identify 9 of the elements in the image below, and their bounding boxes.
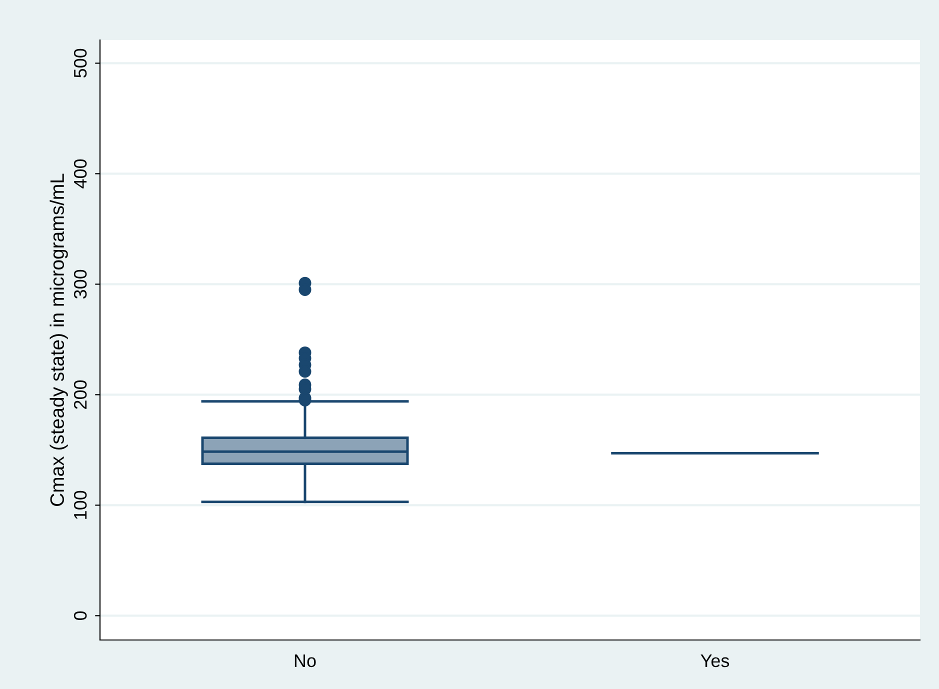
x-tick-label: Yes (700, 654, 730, 668)
y-tick-label: 500 (74, 48, 87, 78)
y-tick-label: 100 (74, 490, 87, 519)
x-tick-label: No (294, 654, 316, 668)
y-tick-label: 200 (74, 380, 87, 409)
y-tick-label: 400 (74, 159, 87, 188)
y-tick-label: 300 (74, 270, 87, 299)
y-tick-label: 0 (74, 611, 87, 620)
y-axis-title: Cmax (steady state) in micrograms/mL (50, 174, 68, 506)
